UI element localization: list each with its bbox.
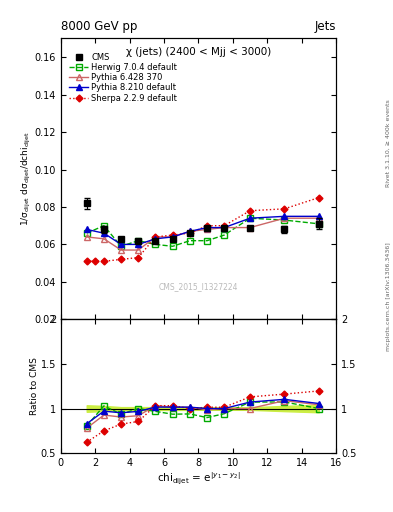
Text: 8000 GeV pp: 8000 GeV pp (61, 20, 137, 33)
Text: Rivet 3.1.10, ≥ 400k events: Rivet 3.1.10, ≥ 400k events (386, 99, 391, 187)
Text: χ (jets) (2400 < Mjj < 3000): χ (jets) (2400 < Mjj < 3000) (126, 47, 271, 57)
Legend: CMS, Herwig 7.0.4 default, Pythia 6.428 370, Pythia 8.210 default, Sherpa 2.2.9 : CMS, Herwig 7.0.4 default, Pythia 6.428 … (68, 51, 179, 104)
Text: Jets: Jets (314, 20, 336, 33)
X-axis label: chi$_{\mathrm{dijet}}$ = e$^{|y_1 - y_2|}$: chi$_{\mathrm{dijet}}$ = e$^{|y_1 - y_2|… (157, 471, 240, 487)
Text: CMS_2015_I1327224: CMS_2015_I1327224 (159, 282, 238, 291)
Y-axis label: 1/σ$_{\mathrm{dijet}}$ dσ$_{\mathrm{dijet}}$/dchi$_{\mathrm{dijet}}$: 1/σ$_{\mathrm{dijet}}$ dσ$_{\mathrm{dije… (20, 132, 33, 226)
Y-axis label: Ratio to CMS: Ratio to CMS (30, 357, 39, 415)
Text: mcplots.cern.ch [arXiv:1306.3436]: mcplots.cern.ch [arXiv:1306.3436] (386, 243, 391, 351)
